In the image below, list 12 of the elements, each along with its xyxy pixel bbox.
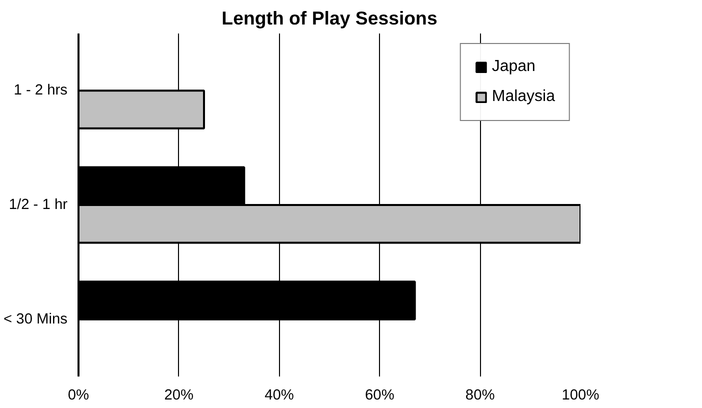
legend-label: Japan (492, 58, 536, 76)
y-tick-label: 1/2 - 1 hr (8, 197, 68, 213)
x-tick-label: 40% (264, 388, 294, 404)
x-tick-label: 100% (562, 388, 600, 404)
x-tick-label: 20% (164, 388, 194, 404)
y-tick-label: < 30 Mins (4, 311, 68, 328)
legend-label: Malaysia (492, 88, 555, 106)
x-tick-label: 60% (365, 388, 394, 404)
x-tick-label: 80% (465, 388, 495, 404)
chart-title: Length of Play Sessions (222, 8, 438, 28)
y-tick-label: 1 - 2 hrs (14, 82, 68, 99)
x-tick-label: 0% (68, 388, 90, 404)
